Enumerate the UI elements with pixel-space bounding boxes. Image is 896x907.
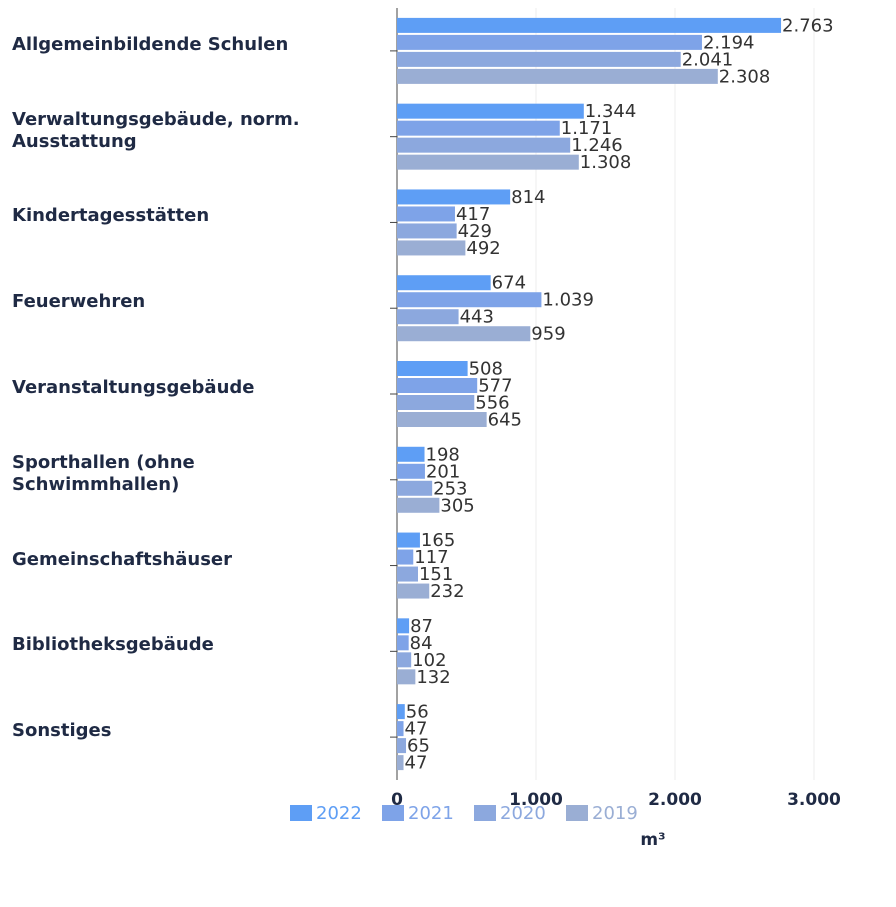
bar (397, 120, 560, 136)
bar (397, 497, 440, 513)
value-label: 508 (469, 359, 503, 380)
bar (397, 154, 579, 170)
category-label: Sonstiges (12, 720, 112, 742)
value-label: 132 (416, 667, 450, 688)
bar (397, 51, 681, 67)
value-label: 2.194 (703, 32, 755, 53)
bar (397, 326, 531, 342)
bar (397, 292, 542, 308)
legend-swatch (566, 805, 588, 821)
bar (397, 17, 782, 33)
bar (397, 275, 491, 291)
bar (397, 223, 457, 239)
value-label: 232 (430, 581, 464, 602)
value-label: 65 (407, 736, 430, 757)
value-label: 577 (478, 376, 512, 397)
bar (397, 309, 459, 325)
bar (397, 34, 702, 50)
value-label: 443 (460, 307, 494, 328)
value-label: 117 (414, 547, 448, 568)
bar (397, 480, 433, 496)
bar (397, 395, 475, 410)
category-label: Verwaltungsgebäude, norm. Ausstattung (12, 108, 300, 152)
value-label: 2.308 (719, 66, 771, 87)
bar (397, 704, 405, 720)
bar (397, 635, 409, 651)
bar (397, 103, 584, 119)
value-label: 102 (412, 650, 446, 671)
value-label: 151 (419, 564, 453, 585)
category-label: Veranstaltungsgebäude (12, 377, 255, 398)
value-label: 1.246 (571, 135, 623, 156)
value-label: 305 (440, 495, 474, 516)
value-label: 1.344 (585, 101, 637, 122)
value-label: 814 (511, 187, 545, 208)
bar (397, 412, 487, 427)
bar (397, 361, 468, 376)
value-label: 417 (456, 204, 490, 225)
bar (397, 721, 404, 737)
bar (397, 738, 407, 754)
value-label: 1.171 (561, 118, 613, 139)
bar (397, 68, 718, 84)
category-label: Bibliotheksgebäude (12, 634, 214, 656)
value-label: 556 (475, 393, 509, 414)
value-label: 84 (410, 633, 433, 654)
bar (397, 755, 404, 771)
bar (397, 583, 430, 599)
bar (397, 206, 455, 222)
value-label: 1.308 (580, 152, 632, 173)
x-tick-label: 1.000 (509, 790, 563, 810)
bar (397, 669, 416, 685)
value-label: 429 (458, 221, 492, 242)
bar (397, 532, 420, 548)
bar (397, 446, 425, 462)
value-label: 1.039 (542, 290, 594, 311)
legend-swatch (382, 805, 404, 821)
value-label: 47 (405, 719, 428, 740)
x-axis-label: m³ (640, 830, 665, 850)
value-label: 674 (492, 273, 526, 294)
bar (397, 137, 571, 153)
value-label: 56 (406, 702, 429, 723)
legend-label: 2022 (316, 803, 362, 824)
value-label: 253 (433, 478, 467, 499)
legend-label: 2021 (408, 803, 454, 824)
x-tick-label: 3.000 (787, 790, 841, 810)
value-label: 2.041 (682, 49, 734, 70)
bar (397, 189, 511, 205)
bar (397, 618, 410, 634)
bar (397, 378, 478, 393)
bar (397, 463, 425, 479)
value-label: 492 (466, 238, 500, 259)
value-label: 959 (531, 324, 565, 345)
bar (397, 549, 414, 565)
category-label: Feuerwehren (12, 291, 146, 313)
value-label: 201 (426, 461, 460, 482)
value-label: 47 (405, 753, 428, 774)
value-label: 645 (488, 410, 522, 431)
value-label: 87 (410, 616, 433, 637)
bar (397, 652, 412, 668)
bar (397, 566, 418, 582)
bar (397, 240, 466, 256)
value-label: 165 (421, 530, 455, 551)
legend-label: 2020 (500, 803, 546, 824)
category-label: Gemeinschaftshäuser (12, 548, 232, 570)
category-label: Sporthallen (ohne Schwimmhallen) (12, 451, 195, 495)
legend-swatch (290, 805, 312, 821)
category-label: Allgemeinbildende Schulen (12, 33, 289, 55)
x-tick-label: 2.000 (648, 790, 702, 810)
value-label: 198 (426, 444, 460, 465)
value-label: 2.763 (782, 15, 834, 36)
category-label: Kindertagesstätten (12, 205, 210, 227)
legend-label: 2019 (592, 803, 638, 824)
legend-swatch (474, 805, 496, 821)
